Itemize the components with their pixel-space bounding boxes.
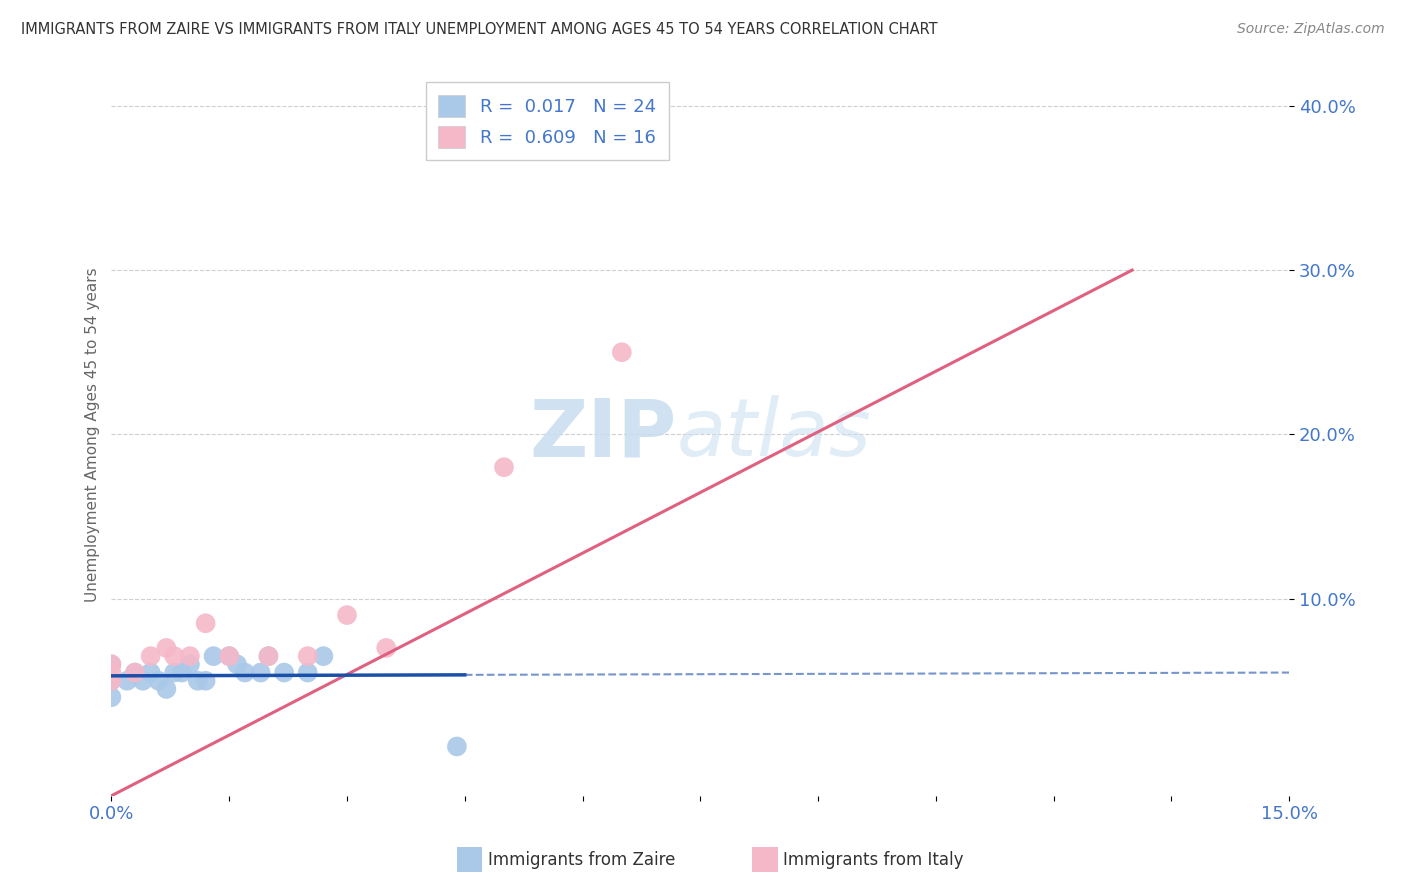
Point <box>218 649 240 664</box>
Point <box>610 345 633 359</box>
Point <box>257 649 280 664</box>
Point <box>115 673 138 688</box>
Point <box>155 640 177 655</box>
Point <box>312 649 335 664</box>
Point <box>148 673 170 688</box>
Text: ZIP: ZIP <box>530 395 676 474</box>
Point <box>297 649 319 664</box>
Text: Immigrants from Italy: Immigrants from Italy <box>783 851 963 869</box>
Point <box>100 657 122 672</box>
Point <box>273 665 295 680</box>
Point <box>194 616 217 631</box>
Point <box>163 649 186 664</box>
Point <box>172 665 194 680</box>
Point <box>375 640 398 655</box>
Point <box>155 681 177 696</box>
Point <box>179 657 201 672</box>
Point <box>257 649 280 664</box>
Point <box>139 649 162 664</box>
Point <box>124 665 146 680</box>
Point <box>187 673 209 688</box>
Text: atlas: atlas <box>676 395 872 474</box>
Text: Source: ZipAtlas.com: Source: ZipAtlas.com <box>1237 22 1385 37</box>
Point <box>100 673 122 688</box>
Point <box>336 608 359 623</box>
Point <box>249 665 271 680</box>
Point <box>100 657 122 672</box>
Text: IMMIGRANTS FROM ZAIRE VS IMMIGRANTS FROM ITALY UNEMPLOYMENT AMONG AGES 45 TO 54 : IMMIGRANTS FROM ZAIRE VS IMMIGRANTS FROM… <box>21 22 938 37</box>
Point <box>163 665 186 680</box>
Y-axis label: Unemployment Among Ages 45 to 54 years: Unemployment Among Ages 45 to 54 years <box>86 267 100 602</box>
Point <box>446 739 468 754</box>
Text: Immigrants from Zaire: Immigrants from Zaire <box>488 851 675 869</box>
Point <box>226 657 249 672</box>
Point <box>124 665 146 680</box>
Point <box>100 690 122 705</box>
Point <box>297 665 319 680</box>
Point <box>100 673 122 688</box>
Point <box>233 665 256 680</box>
Point <box>194 673 217 688</box>
Point <box>179 649 201 664</box>
Point <box>139 665 162 680</box>
Point <box>132 673 155 688</box>
Point <box>100 665 122 680</box>
Point <box>492 460 515 475</box>
Legend: R =  0.017   N = 24, R =  0.609   N = 16: R = 0.017 N = 24, R = 0.609 N = 16 <box>426 82 669 161</box>
Point <box>218 649 240 664</box>
Point <box>202 649 225 664</box>
